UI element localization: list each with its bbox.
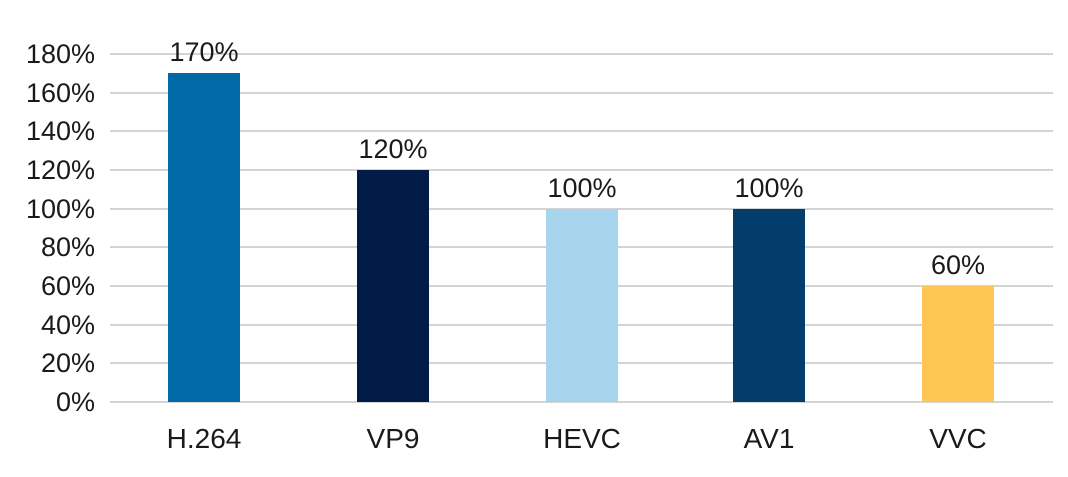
y-tick-label: 180% <box>25 39 95 69</box>
value-label: 100% <box>547 172 617 203</box>
bar-av1 <box>733 208 805 402</box>
y-tick-label: 160% <box>25 77 95 108</box>
bar-hevc <box>546 208 618 402</box>
x-category-label: AV1 <box>743 423 795 454</box>
bar-vp9 <box>357 170 429 402</box>
gridline <box>110 91 1053 94</box>
value-label: 120% <box>358 134 428 164</box>
value-label: 100% <box>734 172 804 203</box>
y-tick-label: 60% <box>40 271 95 301</box>
x-category-label: VP9 <box>366 423 420 454</box>
gridline <box>110 169 1053 171</box>
bar-h264 <box>168 73 240 402</box>
gridline <box>110 130 1053 133</box>
x-category-label: HEVC <box>543 423 621 454</box>
y-tick-label: 100% <box>25 193 95 224</box>
value-label: 60% <box>930 250 986 280</box>
bar-vvc <box>922 286 994 402</box>
gridline <box>110 401 1053 403</box>
y-tick-label: 0% <box>55 387 95 417</box>
gridline <box>110 53 1053 55</box>
y-tick-label: 80% <box>40 232 95 263</box>
y-tick-label: 140% <box>25 116 95 147</box>
y-tick-label: 120% <box>25 155 95 185</box>
x-category-label: VVC <box>929 423 987 454</box>
y-tick-label: 40% <box>40 309 95 340</box>
value-label: 170% <box>169 37 239 68</box>
y-tick-label: 20% <box>40 348 95 379</box>
x-category-label: H.264 <box>166 423 242 454</box>
